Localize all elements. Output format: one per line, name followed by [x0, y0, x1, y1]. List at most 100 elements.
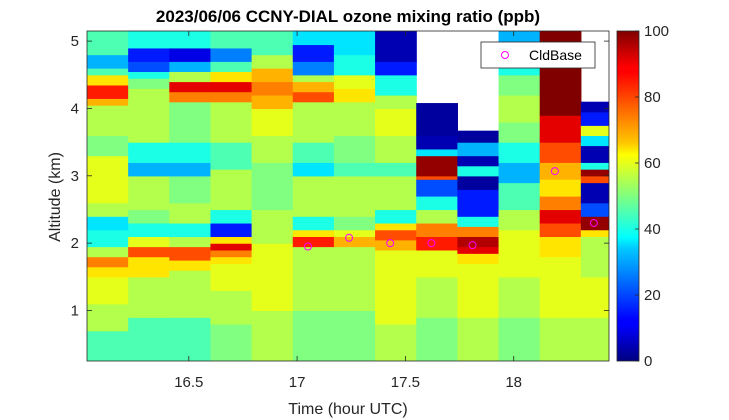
heatmap-cell	[292, 246, 335, 312]
heatmap-cell	[128, 61, 170, 73]
y-tick-label: 1	[71, 302, 79, 319]
y-tick-label: 2	[71, 235, 79, 252]
heatmap-cell	[457, 142, 500, 157]
heatmap-cell	[169, 317, 212, 361]
x-tick-label: 17.5	[391, 374, 420, 391]
heatmap-cell	[375, 74, 417, 96]
heatmap-cell	[87, 105, 129, 136]
plot-frame	[86, 30, 610, 362]
legend-marker	[501, 51, 509, 59]
heatmap-cell	[128, 88, 170, 103]
heatmap-cell	[333, 216, 376, 231]
heatmap-cell	[87, 303, 129, 332]
heatmap-cell	[580, 125, 609, 136]
heatmap-cell	[251, 68, 294, 83]
heatmap-cell	[210, 142, 253, 170]
heatmap-cell	[539, 196, 582, 211]
y-tick-label: 5	[71, 33, 79, 50]
heatmap-cell	[210, 263, 253, 291]
heatmap-cell	[169, 270, 212, 318]
heatmap-cell	[498, 229, 541, 278]
legend-box	[480, 41, 596, 69]
heatmap-cell	[128, 276, 170, 318]
heatmap-cell	[169, 81, 212, 93]
heatmap-cell	[333, 162, 376, 177]
heatmap-cell	[210, 81, 253, 93]
colorbar-tick-label: 80	[644, 89, 661, 106]
heatmap-cell	[169, 246, 212, 261]
heatmap-cell	[375, 31, 417, 62]
heatmap-cell	[498, 142, 541, 163]
legend: CldBase	[480, 41, 596, 69]
heatmap-cell	[580, 182, 609, 204]
heatmap-cell	[416, 175, 458, 180]
heatmap-cell	[416, 276, 458, 318]
colorbar-tick-label: 100	[644, 23, 669, 40]
heatmap-cell	[292, 91, 335, 103]
heatmap-cell	[87, 84, 129, 99]
heatmap-cell	[375, 249, 417, 325]
colorbar-tick-label: 60	[644, 155, 661, 172]
heatmap-cell	[251, 31, 294, 56]
heatmap-cell	[128, 142, 170, 163]
heatmap-cell	[87, 216, 129, 231]
heatmap-cell	[498, 162, 541, 184]
y-tick-label: 4	[71, 100, 79, 117]
heatmap-cell	[251, 162, 294, 211]
heatmap-cell	[416, 317, 458, 361]
heatmap-cell	[128, 47, 170, 62]
heatmap-cell	[87, 135, 129, 157]
profile-column	[333, 31, 376, 361]
colorbar-axis: 0 20 40 60 80 100	[635, 23, 669, 370]
heatmap-cell	[169, 71, 212, 83]
heatmap-cell	[128, 71, 170, 79]
heatmap-cell	[87, 68, 129, 76]
heatmap-cell	[210, 209, 253, 224]
heatmap-cell	[128, 236, 170, 248]
heatmap-cell	[292, 81, 335, 93]
heatmap-cell	[87, 155, 129, 204]
heatmap-cell	[416, 196, 458, 211]
heatmap-cell	[128, 209, 170, 224]
heatmap-cell	[87, 276, 129, 305]
cloud-base-point	[386, 239, 395, 248]
heatmap-cell	[457, 226, 500, 238]
heatmap-cell	[169, 101, 212, 143]
x-tick-label: 18	[505, 374, 522, 391]
profile-column	[416, 103, 458, 361]
cloud-base-point	[550, 167, 559, 176]
profile-column	[457, 130, 500, 361]
heatmap-cell	[210, 323, 253, 361]
heatmap-cell	[251, 94, 294, 110]
heatmap-cell	[333, 310, 376, 361]
heatmap-cell	[416, 249, 458, 278]
heatmap-cell	[498, 74, 541, 96]
heatmap-cell	[457, 253, 500, 264]
heatmap-cell	[210, 71, 253, 83]
heatmap-cell	[457, 216, 500, 227]
heatmap-cell	[498, 317, 541, 361]
heatmap-cell	[539, 162, 582, 180]
profile-column	[210, 31, 253, 361]
colorbar-tick-label: 40	[644, 221, 661, 238]
heatmap-cell	[128, 317, 170, 361]
heatmap-cell	[210, 290, 253, 325]
heatmap-cell	[375, 94, 417, 110]
heatmap-cell	[210, 31, 253, 49]
heatmap-cell	[580, 276, 609, 318]
profile-column	[169, 31, 212, 361]
heatmap-cell	[498, 182, 541, 211]
heatmap-cell	[292, 142, 335, 163]
heatmap-cell	[539, 256, 582, 318]
heatmap-cell	[251, 209, 294, 244]
heatmap-cell	[169, 162, 212, 177]
cloud-base-point	[468, 241, 477, 250]
cloud-base-point	[427, 239, 436, 248]
heatmap-cell	[128, 101, 170, 143]
heatmap-cell	[375, 162, 417, 177]
heatmap-cell	[333, 88, 376, 103]
heatmap-cell	[292, 216, 335, 231]
cloud-base-point	[345, 233, 354, 242]
heatmap-cell	[375, 61, 417, 76]
heatmap-cell	[375, 239, 417, 251]
